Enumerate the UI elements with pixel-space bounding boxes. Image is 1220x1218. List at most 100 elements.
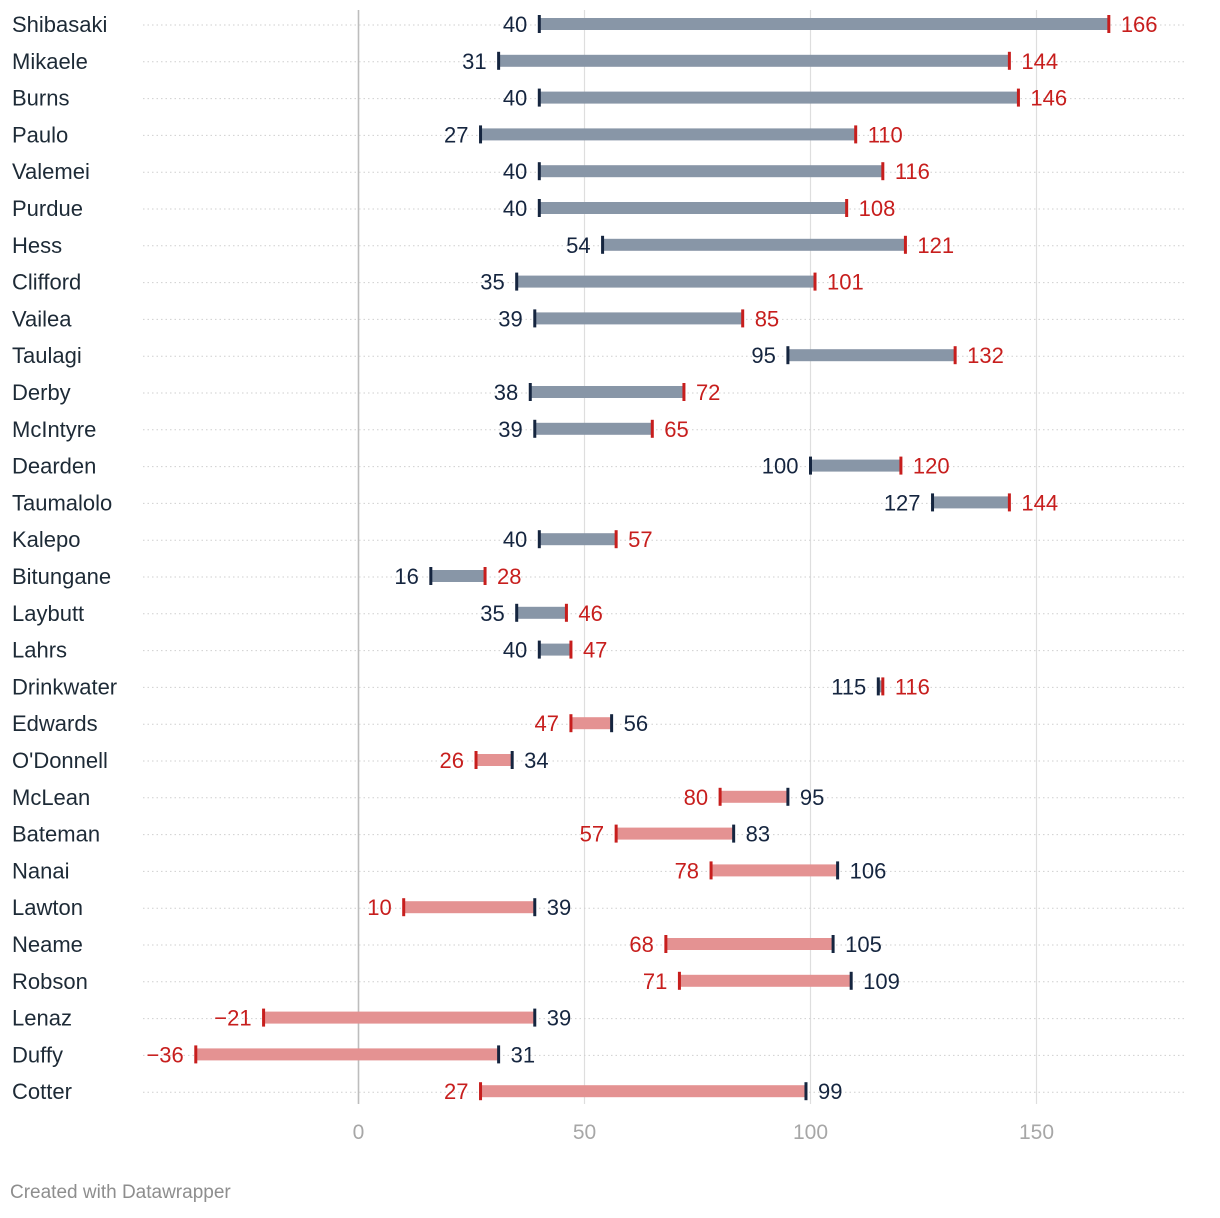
- start-value-label: 40: [503, 196, 527, 221]
- range-bar: [602, 238, 906, 251]
- range-bar: [720, 790, 788, 803]
- end-value-label: 27: [444, 1079, 468, 1104]
- chart-row: McLean 80 95: [12, 785, 1186, 810]
- row-name: Lawton: [12, 895, 83, 920]
- end-value-label: 57: [628, 527, 652, 552]
- end-value-label: 146: [1030, 86, 1067, 111]
- end-marker: [741, 309, 745, 328]
- row-name: Paulo: [12, 122, 68, 147]
- end-marker: [564, 603, 568, 622]
- row-name: Vailea: [12, 306, 72, 331]
- end-marker: [614, 530, 618, 549]
- start-marker: [849, 971, 853, 990]
- start-value-label: 39: [547, 1006, 571, 1031]
- range-bar: [263, 1011, 535, 1024]
- end-value-label: 101: [827, 270, 864, 295]
- end-marker: [845, 199, 849, 217]
- range-bar: [539, 533, 617, 546]
- range-bar: [516, 606, 567, 619]
- start-value-label: 31: [462, 49, 486, 74]
- chart-row: Lenaz −21 39: [12, 1006, 1186, 1031]
- row-name: Dearden: [12, 454, 96, 479]
- start-marker: [497, 51, 501, 70]
- start-marker: [479, 125, 483, 144]
- range-bar: [787, 349, 956, 362]
- chart-row: Duffy −36 31: [12, 1042, 1186, 1067]
- start-value-label: 16: [394, 564, 418, 589]
- range-bar: [570, 717, 612, 730]
- start-value-label: 100: [762, 454, 799, 479]
- start-value-label: 95: [751, 343, 775, 368]
- end-marker: [262, 1008, 266, 1027]
- row-name: Clifford: [12, 270, 81, 295]
- range-bar: [539, 165, 883, 178]
- end-value-label: 116: [895, 159, 930, 184]
- end-marker: [1016, 88, 1020, 107]
- end-marker: [709, 861, 713, 880]
- end-value-label: 47: [534, 711, 558, 736]
- start-marker: [533, 419, 537, 438]
- start-value-label: 39: [498, 417, 522, 442]
- start-marker: [533, 898, 537, 917]
- start-value-label: 115: [831, 674, 866, 699]
- chart-row: Purdue 40 108: [12, 196, 1186, 221]
- range-bar: [430, 570, 486, 582]
- range-bar: [195, 1048, 499, 1061]
- range-bar: [534, 422, 653, 435]
- row-name: Hess: [12, 233, 62, 258]
- range-bar: [530, 386, 684, 398]
- end-marker: [881, 162, 885, 181]
- chart-row: Drinkwater 115 116: [12, 674, 1186, 699]
- end-value-label: 166: [1121, 12, 1158, 37]
- row-name: Edwards: [12, 711, 98, 736]
- end-marker: [402, 898, 406, 917]
- row-name: O'Donnell: [12, 748, 108, 773]
- row-name: Purdue: [12, 196, 83, 221]
- row-name: Shibasaki: [12, 12, 107, 37]
- end-value-label: 120: [913, 454, 950, 479]
- row-name: Bateman: [12, 822, 100, 847]
- end-marker: [614, 824, 618, 843]
- row-name: Robson: [12, 969, 88, 994]
- start-value-label: 40: [503, 86, 527, 111]
- row-name: McLean: [12, 785, 90, 810]
- start-marker: [786, 346, 790, 365]
- start-value-label: 35: [480, 601, 504, 626]
- range-bar: [539, 643, 571, 656]
- end-marker: [682, 383, 686, 401]
- row-name: Drinkwater: [12, 674, 117, 699]
- start-marker: [809, 456, 812, 475]
- range-chart: Shibasaki 40 166 Mikaele 31 144 Burns 40 146 Paul…: [12, 10, 1186, 1144]
- range-bar: [480, 128, 856, 141]
- row-name: Cotter: [12, 1079, 72, 1104]
- end-marker: [569, 640, 573, 659]
- start-value-label: 56: [624, 711, 648, 736]
- start-value-label: 95: [800, 785, 824, 810]
- end-marker: [953, 346, 957, 365]
- end-value-label: 47: [583, 638, 607, 663]
- range-bar: [665, 938, 834, 950]
- start-marker: [537, 530, 541, 549]
- range-bar: [932, 496, 1010, 509]
- chart-row: McIntyre 39 65: [12, 417, 1186, 442]
- start-value-label: 39: [547, 895, 571, 920]
- start-marker: [804, 1082, 808, 1101]
- start-marker: [836, 861, 840, 880]
- end-value-label: 65: [664, 417, 688, 442]
- start-marker: [533, 1008, 537, 1027]
- end-marker: [479, 1082, 483, 1101]
- start-value-label: 40: [503, 12, 527, 37]
- end-marker: [194, 1045, 198, 1064]
- row-name: Derby: [12, 380, 71, 405]
- chart-row: Derby 38 72: [12, 380, 1186, 405]
- chart-row: Nanai 78 106: [12, 858, 1186, 883]
- range-bar: [539, 202, 847, 214]
- start-value-label: 39: [498, 306, 522, 331]
- end-value-label: 144: [1021, 490, 1058, 515]
- x-axis: 0 50 100 150: [353, 1121, 1054, 1144]
- end-marker: [903, 235, 907, 254]
- end-marker: [650, 419, 654, 438]
- start-marker: [876, 677, 880, 696]
- chart-row: Cotter 27 99: [12, 1079, 1186, 1104]
- end-marker: [677, 971, 681, 990]
